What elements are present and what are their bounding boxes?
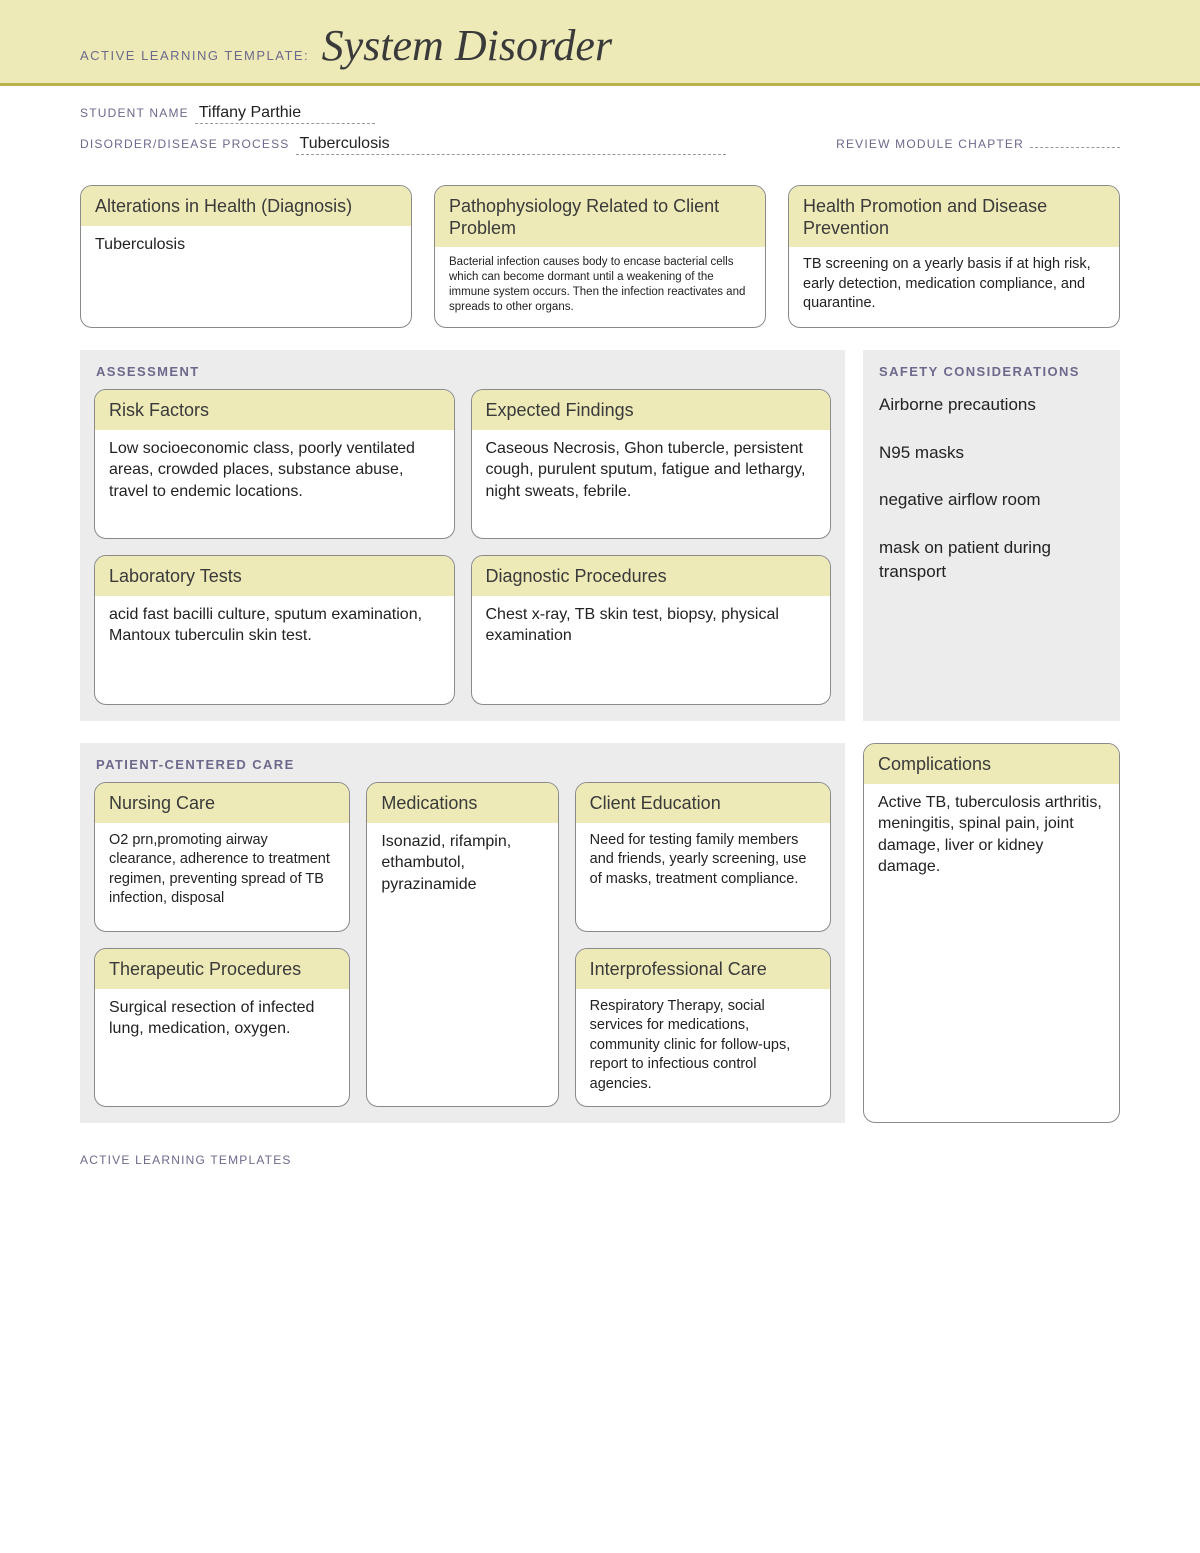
top-three-row: Alterations in Health (Diagnosis) Tuberc… [80, 185, 1120, 328]
card-inter-title: Interprofessional Care [576, 949, 830, 989]
card-alterations-body: Tuberculosis [81, 226, 411, 327]
card-findings-title: Expected Findings [472, 390, 831, 430]
card-lab-tests: Laboratory Tests acid fast bacilli cultu… [94, 555, 455, 705]
pcc-left: PATIENT-CENTERED CARE Nursing Care O2 pr… [80, 743, 845, 1123]
student-name-value: Tiffany Parthie [195, 104, 375, 124]
card-health-promotion: Health Promotion and Disease Prevention … [788, 185, 1120, 328]
page-root: ACTIVE LEARNING TEMPLATE: System Disorde… [0, 0, 1200, 1237]
card-promo-body: TB screening on a yearly basis if at hig… [789, 247, 1119, 327]
safety-line-4: mask on patient during transport [879, 536, 1104, 584]
assessment-grid: Risk Factors Low socioeconomic class, po… [94, 389, 831, 705]
card-nursing-title: Nursing Care [95, 783, 349, 823]
card-nursing-care: Nursing Care O2 prn,promoting airway cle… [94, 782, 350, 932]
footer-text: ACTIVE LEARNING TEMPLATES [0, 1123, 1200, 1177]
card-therapeutic-procedures: Therapeutic Procedures Surgical resectio… [94, 948, 350, 1107]
card-complications-body: Active TB, tuberculosis arthritis, menin… [864, 784, 1119, 1123]
card-therapeutic-title: Therapeutic Procedures [95, 949, 349, 989]
card-labs-title: Laboratory Tests [95, 556, 454, 596]
safety-line-2: N95 masks [879, 441, 1104, 465]
disorder-value: Tuberculosis [296, 135, 726, 155]
complications-column: Complications Active TB, tuberculosis ar… [863, 743, 1120, 1123]
card-complications-title: Complications [864, 744, 1119, 784]
card-pathophysiology: Pathophysiology Related to Client Proble… [434, 185, 766, 328]
pcc-grid: Nursing Care O2 prn,promoting airway cle… [94, 782, 831, 1107]
card-complications: Complications Active TB, tuberculosis ar… [863, 743, 1120, 1123]
header-band: ACTIVE LEARNING TEMPLATE: System Disorde… [0, 0, 1200, 86]
meta-student-line: STUDENT NAME Tiffany Parthie [80, 104, 1120, 124]
safety-column: SAFETY CONSIDERATIONS Airborne precautio… [863, 350, 1120, 721]
card-labs-body: acid fast bacilli culture, sputum examin… [95, 596, 454, 704]
pcc-section-title: PATIENT-CENTERED CARE [94, 753, 831, 782]
safety-section-title: SAFETY CONSIDERATIONS [877, 360, 1106, 389]
card-medications: Medications Isonazid, rifampin, ethambut… [366, 782, 558, 1107]
card-expected-findings: Expected Findings Caseous Necrosis, Ghon… [471, 389, 832, 539]
card-risk-title: Risk Factors [95, 390, 454, 430]
safety-line-3: negative airflow room [879, 488, 1104, 512]
card-risk-body: Low socioeconomic class, poorly ventilat… [95, 430, 454, 538]
card-findings-body: Caseous Necrosis, Ghon tubercle, persist… [472, 430, 831, 538]
pcc-row: PATIENT-CENTERED CARE Nursing Care O2 pr… [80, 743, 1120, 1123]
header-title: System Disorder [322, 20, 612, 71]
card-meds-body: Isonazid, rifampin, ethambutol, pyrazina… [367, 823, 557, 1107]
card-diag-body: Chest x-ray, TB skin test, biopsy, physi… [472, 596, 831, 704]
assessment-block: ASSESSMENT Risk Factors Low socioeconomi… [80, 350, 845, 721]
card-interprofessional-care: Interprofessional Care Respiratory Thera… [575, 948, 831, 1107]
card-therapeutic-body: Surgical resection of infected lung, med… [95, 989, 349, 1107]
card-edu-body: Need for testing family members and frie… [576, 823, 830, 931]
assessment-section-title: ASSESSMENT [94, 360, 831, 389]
card-patho-body: Bacterial infection causes body to encas… [435, 247, 765, 327]
card-diag-title: Diagnostic Procedures [472, 556, 831, 596]
chapter-blank [1030, 134, 1120, 148]
content-area: Alterations in Health (Diagnosis) Tuberc… [0, 175, 1200, 1123]
card-patho-title: Pathophysiology Related to Client Proble… [435, 186, 765, 247]
card-alterations-title: Alterations in Health (Diagnosis) [81, 186, 411, 226]
card-alterations: Alterations in Health (Diagnosis) Tuberc… [80, 185, 412, 328]
card-meds-title: Medications [367, 783, 557, 823]
header-prefix: ACTIVE LEARNING TEMPLATE: [80, 48, 309, 63]
meta-row: STUDENT NAME Tiffany Parthie DISORDER/DI… [0, 86, 1200, 175]
card-inter-body: Respiratory Therapy, social services for… [576, 989, 830, 1107]
safety-line-1: Airborne precautions [879, 393, 1104, 417]
card-promo-title: Health Promotion and Disease Prevention [789, 186, 1119, 247]
student-name-label: STUDENT NAME [80, 106, 189, 120]
chapter-label: REVIEW MODULE CHAPTER [836, 137, 1024, 151]
card-nursing-body: O2 prn,promoting airway clearance, adher… [95, 823, 349, 931]
safety-body: Airborne precautions N95 masks negative … [877, 389, 1106, 587]
safety-block: SAFETY CONSIDERATIONS Airborne precautio… [863, 350, 1120, 721]
meta-disorder-line: DISORDER/DISEASE PROCESS Tuberculosis RE… [80, 134, 1120, 155]
card-risk-factors: Risk Factors Low socioeconomic class, po… [94, 389, 455, 539]
assessment-row: ASSESSMENT Risk Factors Low socioeconomi… [80, 350, 1120, 721]
assessment-left: ASSESSMENT Risk Factors Low socioeconomi… [80, 350, 845, 721]
pcc-block: PATIENT-CENTERED CARE Nursing Care O2 pr… [80, 743, 845, 1123]
card-edu-title: Client Education [576, 783, 830, 823]
card-diagnostic-procedures: Diagnostic Procedures Chest x-ray, TB sk… [471, 555, 832, 705]
card-client-education: Client Education Need for testing family… [575, 782, 831, 932]
disorder-label: DISORDER/DISEASE PROCESS [80, 137, 290, 151]
